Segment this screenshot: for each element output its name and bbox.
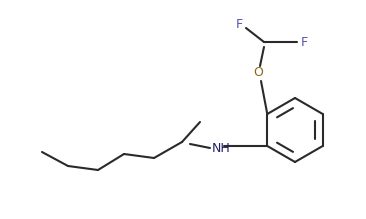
Text: O: O: [253, 67, 263, 79]
Text: NH: NH: [212, 141, 231, 154]
Text: F: F: [300, 35, 307, 48]
Text: F: F: [235, 18, 243, 30]
